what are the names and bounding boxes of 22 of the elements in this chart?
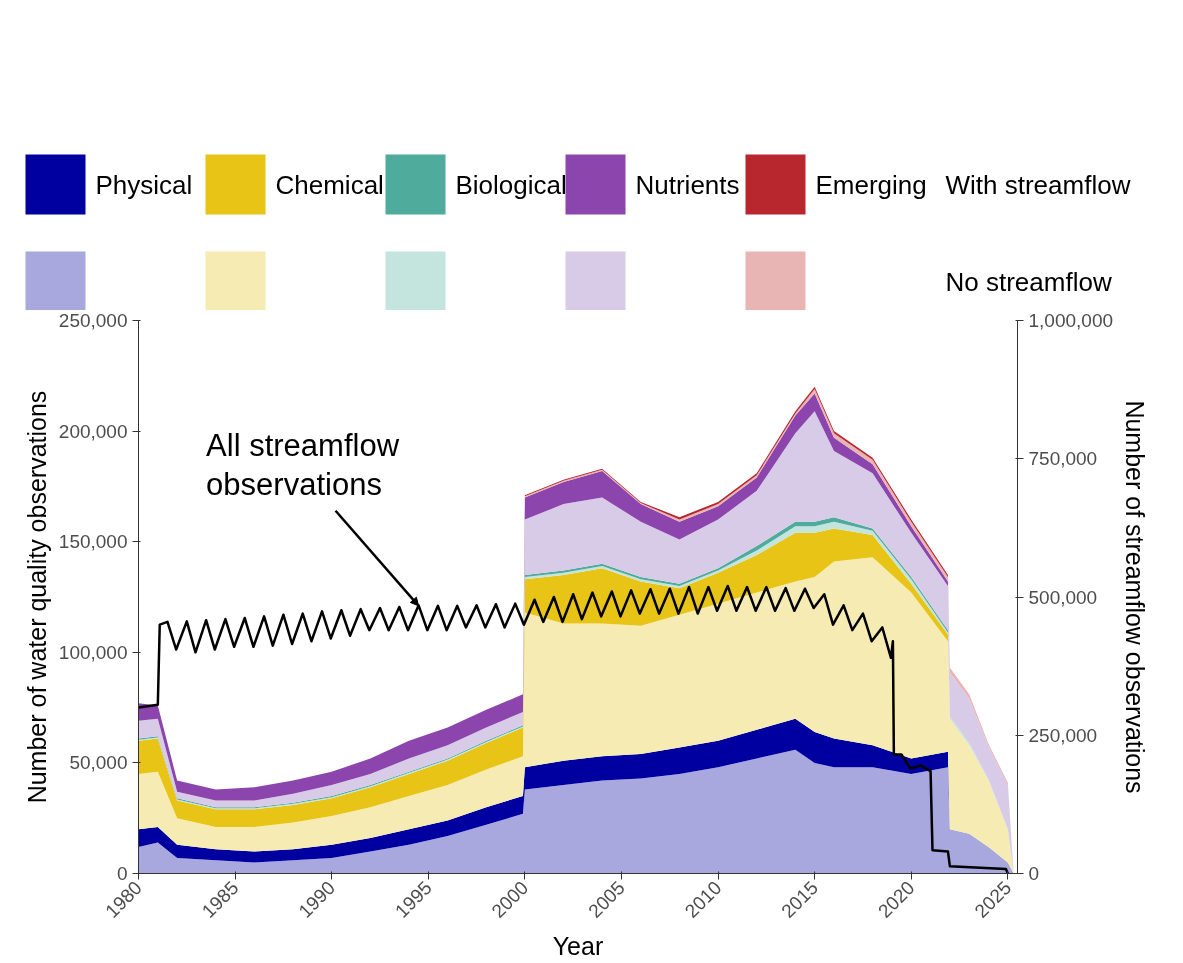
y-axis-title: Number of water quality observations	[22, 390, 51, 804]
y-tick-label: 100,000	[58, 641, 128, 663]
text: With streamflow	[945, 169, 1131, 200]
legend-label: Physical	[95, 169, 193, 200]
legend-label: Emerging	[815, 169, 927, 200]
y-tick-label: 50,000	[69, 752, 128, 774]
legend-label: Biological	[455, 169, 567, 200]
y2-tick-label: 1,000,000	[1028, 310, 1114, 331]
y2-tick-label: 500,000	[1028, 586, 1098, 608]
y-tick-label: 200,000	[58, 420, 128, 442]
text: No streamflow	[945, 266, 1112, 297]
x-axis-title: Year	[552, 931, 604, 960]
y-tick-label: 150,000	[58, 531, 128, 553]
y2-tick-label: 250,000	[1028, 724, 1098, 746]
y2-tick-label: 750,000	[1028, 448, 1098, 470]
y2-tick-label: 0	[1028, 863, 1040, 884]
annotation: All streamflow observations	[206, 428, 400, 502]
y2-axis-title: Number of streamflow observations	[1121, 400, 1150, 794]
legend-label: Chemical	[275, 169, 384, 200]
y-tick-label: 0	[116, 863, 128, 884]
legend-label: Nutrients	[635, 169, 740, 200]
y-tick-label: 250,000	[58, 310, 128, 331]
